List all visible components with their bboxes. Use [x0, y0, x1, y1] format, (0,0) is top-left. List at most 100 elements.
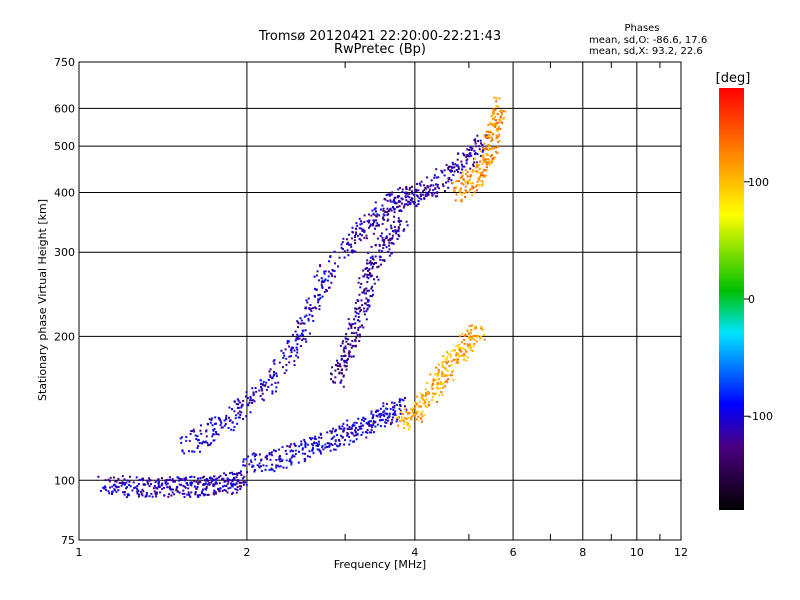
data-point: [325, 288, 328, 291]
data-point: [472, 169, 475, 171]
data-point: [376, 213, 379, 216]
data-point: [343, 361, 346, 364]
data-point: [383, 214, 386, 217]
data-point: [464, 190, 467, 193]
data-point: [226, 482, 229, 485]
data-point: [274, 382, 277, 384]
data-point: [426, 392, 429, 395]
data-point: [386, 413, 389, 416]
data-point: [449, 374, 452, 377]
data-point: [244, 464, 246, 467]
data-point: [465, 155, 468, 158]
data-point: [463, 334, 466, 337]
colorbar-label: [deg]: [716, 71, 751, 86]
data-point: [357, 319, 359, 322]
data-point: [468, 155, 471, 158]
data-point: [390, 224, 393, 227]
data-point: [391, 401, 393, 404]
data-point: [211, 477, 214, 480]
data-point: [382, 216, 385, 219]
data-point: [359, 427, 361, 430]
data-point: [486, 162, 489, 165]
data-point: [357, 316, 360, 318]
data-point: [413, 201, 416, 204]
data-point: [435, 168, 438, 171]
data-point: [420, 412, 422, 414]
data-point: [282, 466, 285, 469]
data-point: [294, 453, 297, 455]
data-point: [398, 205, 401, 208]
data-point: [324, 278, 327, 281]
data-point: [360, 283, 363, 285]
data-point: [303, 460, 306, 463]
data-point: [301, 452, 304, 455]
x-tick-label: 8: [579, 546, 586, 559]
data-point: [158, 486, 161, 488]
data-point: [402, 229, 405, 232]
data-point: [483, 338, 486, 341]
data-point: [197, 477, 199, 480]
data-point: [137, 483, 140, 485]
data-point: [455, 193, 458, 196]
data-point: [304, 446, 307, 449]
data-point: [411, 415, 413, 418]
data-point: [432, 184, 435, 187]
data-point: [372, 265, 374, 268]
data-point: [432, 382, 435, 385]
data-point: [419, 417, 422, 420]
data-point: [352, 423, 355, 426]
data-point: [218, 476, 220, 479]
data-point: [425, 392, 428, 395]
data-point: [221, 478, 223, 481]
data-point: [423, 184, 425, 187]
data-point: [468, 179, 471, 182]
data-point: [283, 372, 286, 375]
data-point: [215, 481, 217, 484]
data-point: [356, 224, 359, 227]
data-point: [382, 411, 385, 414]
data-point: [368, 226, 370, 229]
data-point: [248, 401, 251, 404]
data-point: [463, 358, 466, 361]
data-point: [236, 486, 239, 489]
data-point: [341, 436, 344, 439]
data-point: [351, 230, 354, 233]
data-point: [239, 472, 242, 475]
data-point: [295, 354, 298, 357]
data-point: [441, 170, 444, 173]
data-point: [180, 478, 183, 481]
data-point: [213, 475, 216, 478]
data-point: [199, 450, 201, 453]
data-point: [357, 326, 360, 329]
data-point: [352, 440, 355, 443]
data-point: [465, 162, 468, 165]
data-point: [464, 348, 467, 351]
data-point: [431, 392, 434, 395]
data-point: [370, 431, 373, 434]
data-point: [444, 358, 447, 361]
data-point: [154, 493, 157, 496]
data-point: [370, 412, 373, 415]
data-point: [388, 254, 391, 257]
data-point: [396, 229, 399, 232]
data-point: [354, 234, 356, 237]
y-tick-label: 100: [54, 474, 75, 487]
data-point: [493, 146, 496, 149]
data-point: [406, 203, 409, 206]
data-point: [404, 195, 407, 198]
data-point: [113, 489, 116, 492]
data-point: [215, 422, 217, 425]
data-point: [354, 250, 357, 253]
data-point: [354, 339, 357, 341]
data-point: [253, 469, 256, 471]
data-point: [461, 165, 464, 168]
data-point: [365, 237, 368, 240]
data-point: [151, 495, 154, 498]
data-point: [446, 369, 449, 372]
data-point: [299, 345, 302, 347]
data-point: [396, 206, 399, 209]
data-point: [242, 399, 245, 402]
data-point: [296, 320, 299, 323]
data-point: [363, 230, 366, 233]
data-point: [254, 453, 257, 456]
